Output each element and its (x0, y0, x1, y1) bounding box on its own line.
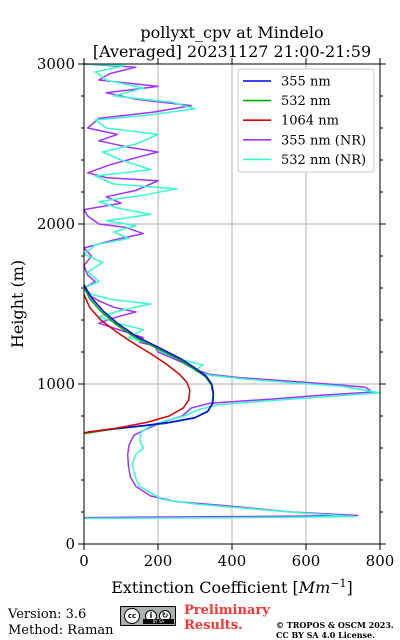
axis-ticks: 0 200 400 600 800 0 1000 2000 3000 (37, 55, 395, 570)
legend-label: 1064 nm (281, 114, 339, 129)
chart-title-line2: [Averaged] 20231127 21:00-21:59 (93, 42, 371, 61)
method-label: Method: Raman (8, 623, 114, 638)
version-label: Version: 3.6 (8, 607, 87, 622)
x-tick-label: 0 (79, 552, 89, 570)
y-tick-label: 1000 (37, 375, 75, 393)
copyright-notice: © TROPOS & OSCM 2023. CC BY SA 4.0 Licen… (276, 620, 394, 640)
series-line-355-nm-nr- (83, 63, 374, 519)
preliminary-line2: Results. (184, 618, 243, 633)
x-tick-label: 800 (366, 552, 395, 570)
y-axis-label: Height (m) (8, 260, 27, 348)
chart-title-line1: pollyxt_cpv at Mindelo (140, 23, 323, 42)
series-line-355-nm (83, 284, 215, 433)
copyright-line2: CC BY SA 4.0 License. (276, 630, 375, 640)
legend: 355 nm 532 nm 1064 nm 355 nm (NR) 532 nm (NR… (237, 68, 375, 173)
x-tick-label: 400 (218, 552, 247, 570)
cc-license-badge: cc i ↻ BY SA (120, 606, 176, 626)
series-line-1064-nm (83, 294, 191, 434)
legend-label: 532 nm (NR) (281, 153, 366, 168)
legend-label: 532 nm (281, 94, 331, 109)
y-tick-label: 2000 (37, 215, 75, 233)
extinction-profile-chart: pollyxt_cpv at Mindelo [Averaged] 202311… (8, 23, 395, 597)
preliminary-line1: Preliminary (184, 603, 270, 618)
series-lines (83, 63, 381, 520)
cc-badge-text: BY SA (143, 619, 174, 624)
cc-icon: cc (124, 608, 140, 624)
x-tick-label: 200 (144, 552, 173, 570)
y-tick-label: 0 (65, 535, 75, 553)
y-tick-label: 3000 (37, 55, 75, 73)
legend-label: 355 nm (281, 75, 331, 90)
legend-label: 355 nm (NR) (281, 133, 366, 148)
x-tick-label: 600 (292, 552, 321, 570)
preliminary-notice: Preliminary Results. (184, 603, 270, 633)
copyright-line1: © TROPOS & OSCM 2023. (276, 620, 394, 630)
legend-box (237, 68, 375, 173)
x-axis-label: Extinction Coefficient [Mm−1] (111, 577, 353, 597)
